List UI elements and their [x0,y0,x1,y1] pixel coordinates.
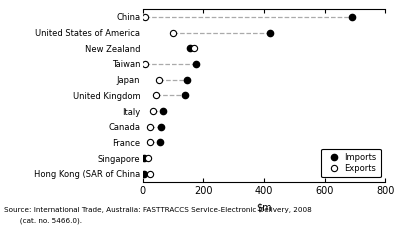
Text: Source: International Trade, Australia: FASTTRACCS Service-Electronic Delivery, : Source: International Trade, Australia: … [4,207,312,212]
Text: (cat. no. 5466.0).: (cat. no. 5466.0). [4,218,82,225]
Legend: Imports, Exports: Imports, Exports [321,149,381,178]
X-axis label: $m: $m [256,202,272,212]
